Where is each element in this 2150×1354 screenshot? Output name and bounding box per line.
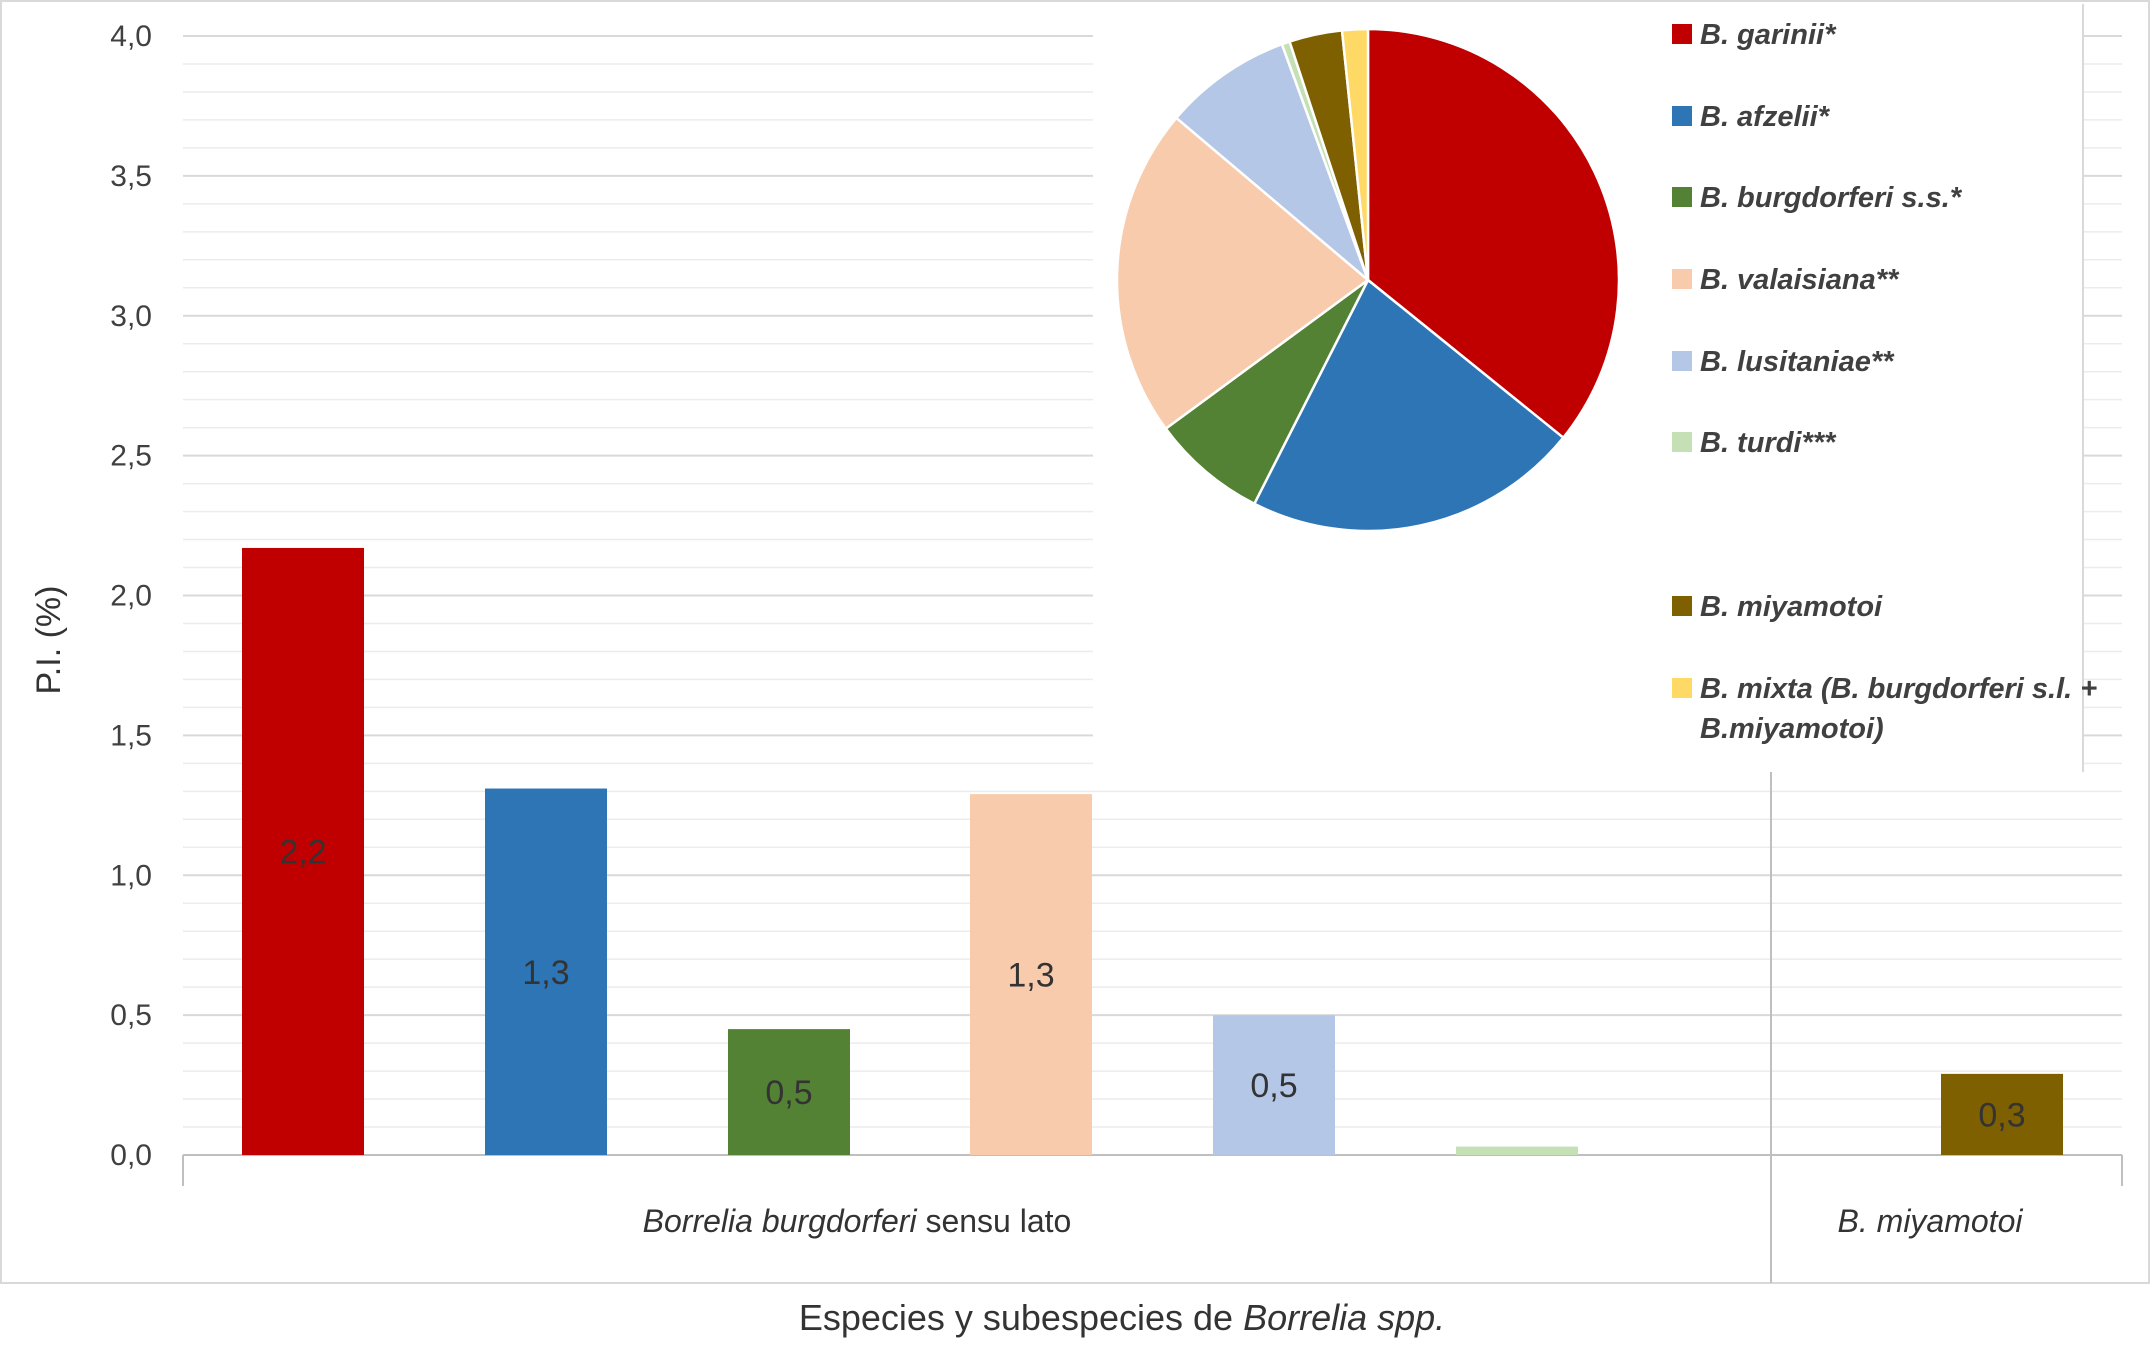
bar-data-label: 0,5	[1250, 1067, 1297, 1105]
bar	[728, 1029, 850, 1155]
legend-label: B. lusitaniae**	[1700, 346, 1895, 378]
legend-swatch	[1672, 106, 1692, 126]
bar	[1456, 1146, 1578, 1155]
bar-data-label: 2,2	[279, 833, 326, 871]
y-tick-label: 3,5	[110, 160, 152, 193]
y-tick-label: 4,0	[110, 20, 152, 53]
y-tick-label: 2,5	[110, 440, 152, 473]
y-axis-title: P.I. (%)	[30, 586, 68, 695]
x-group-label-italic: B. miyamotoi	[1838, 1203, 2024, 1239]
legend-label: B. miyamotoi	[1700, 591, 1883, 623]
bar	[242, 547, 364, 1155]
legend-label: B. afzelii*	[1700, 101, 1831, 133]
legend-label: B.miyamotoi)	[1700, 713, 1884, 745]
legend-swatch	[1672, 678, 1692, 698]
legend-label: B. mixta (B. burgdorferi s.l. +	[1700, 673, 2097, 705]
x-axis-title-part: Borrelia spp.	[1243, 1297, 1445, 1338]
x-group-label: B. miyamotoi	[1838, 1203, 2024, 1239]
legend-swatch	[1672, 187, 1692, 207]
x-group-label-italic: Borrelia burgdorferi	[643, 1203, 918, 1239]
x-axis-title-part: Especies y subespecies de	[799, 1297, 1243, 1338]
bar	[485, 788, 607, 1155]
legend-label: B. turdi***	[1700, 427, 1837, 459]
y-tick-label: 2,0	[110, 580, 152, 613]
bar-data-label: 0,5	[765, 1074, 812, 1112]
legend-label: B. burgdorferi s.s.*	[1700, 182, 1963, 214]
legend-swatch	[1672, 432, 1692, 452]
y-tick-label: 0,0	[110, 1139, 152, 1172]
x-group-label-normal: sensu lato	[917, 1203, 1072, 1239]
chart-frame	[0, 0, 2150, 1284]
x-axis-title: Especies y subespecies de Borrelia spp.	[799, 1297, 1445, 1338]
bar-data-label: 0,3	[1978, 1096, 2025, 1134]
bar-data-label: 1,3	[522, 954, 569, 992]
legend-swatch	[1672, 24, 1692, 44]
y-tick-label: 1,5	[110, 719, 152, 752]
legend-swatch	[1672, 269, 1692, 289]
legend-label: B. valaisiana**	[1700, 264, 1900, 296]
bar	[970, 794, 1092, 1155]
pie-slice	[1164, 278, 1370, 506]
pie-slice	[1174, 42, 1371, 284]
x-group-label: Borrelia burgdorferi sensu lato	[643, 1203, 1072, 1239]
y-tick-label: 3,0	[110, 300, 152, 333]
legend-swatch	[1672, 596, 1692, 616]
bar-data-label: 1,3	[1007, 957, 1054, 995]
pie-slice	[1340, 27, 1370, 281]
y-tick-label: 0,5	[110, 999, 152, 1032]
y-tick-label: 1,0	[110, 859, 152, 892]
pie-slice	[1115, 116, 1371, 431]
pie-slice	[1366, 27, 1621, 440]
bar	[1213, 1015, 1335, 1155]
pie-slice	[1252, 278, 1566, 533]
legend-label: B. garinii*	[1700, 19, 1837, 51]
bar	[1941, 1073, 2063, 1155]
legend-swatch	[1672, 351, 1692, 371]
